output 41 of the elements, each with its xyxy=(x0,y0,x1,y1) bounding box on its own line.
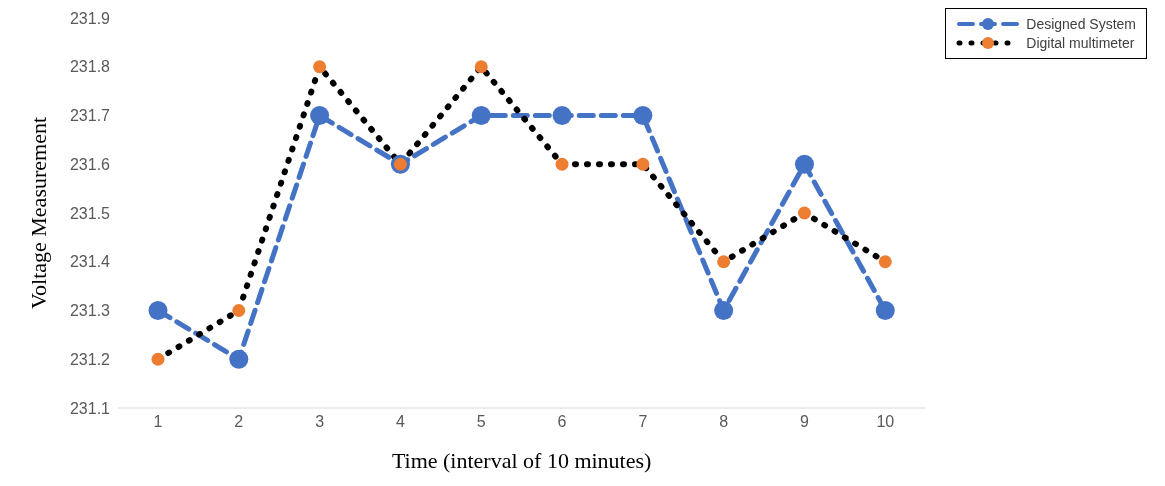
point xyxy=(552,106,572,125)
x-tick-label: 6 xyxy=(557,413,567,431)
point xyxy=(148,301,168,320)
point xyxy=(310,106,330,125)
x-tick-label: 8 xyxy=(719,413,729,431)
point xyxy=(471,106,491,125)
point xyxy=(878,255,892,269)
legend-label: Designed System xyxy=(1026,16,1136,32)
point xyxy=(229,349,249,369)
point xyxy=(717,255,731,269)
point xyxy=(714,301,734,320)
y-tick-label: 231.4 xyxy=(69,253,111,271)
y-tick-label: 231.5 xyxy=(69,204,111,222)
point xyxy=(474,60,488,74)
point xyxy=(794,154,814,174)
y-tick-label: 231.3 xyxy=(69,302,111,320)
point xyxy=(633,106,653,125)
x-tick-label: 9 xyxy=(800,413,810,431)
y-tick-label: 231.9 xyxy=(69,9,111,27)
y-tick-label: 231.6 xyxy=(69,155,111,173)
point xyxy=(555,157,569,171)
point xyxy=(636,157,650,171)
x-tick-label: 3 xyxy=(315,413,325,431)
point xyxy=(797,206,811,220)
y-tick-label: 231.1 xyxy=(69,399,111,417)
x-tick-label: 7 xyxy=(638,413,648,431)
x-tick-label: 4 xyxy=(395,413,405,431)
x-tick-label: 10 xyxy=(876,413,895,431)
x-axis-title: Time (interval of 10 minutes) xyxy=(391,448,652,473)
point xyxy=(313,60,327,74)
y-tick-label: 231.8 xyxy=(69,58,111,76)
x-tick-label: 5 xyxy=(476,413,486,431)
legend-label: Digital multimeter xyxy=(1026,35,1135,51)
x-tick-label: 1 xyxy=(153,413,163,431)
point xyxy=(151,352,165,366)
y-tick-label: 231.7 xyxy=(69,107,111,125)
x-tick-label: 2 xyxy=(234,413,244,431)
point xyxy=(232,304,246,317)
y-axis-title: Voltage Measurement xyxy=(25,116,51,310)
y-tick-label: 231.2 xyxy=(69,350,111,368)
point xyxy=(875,301,895,320)
